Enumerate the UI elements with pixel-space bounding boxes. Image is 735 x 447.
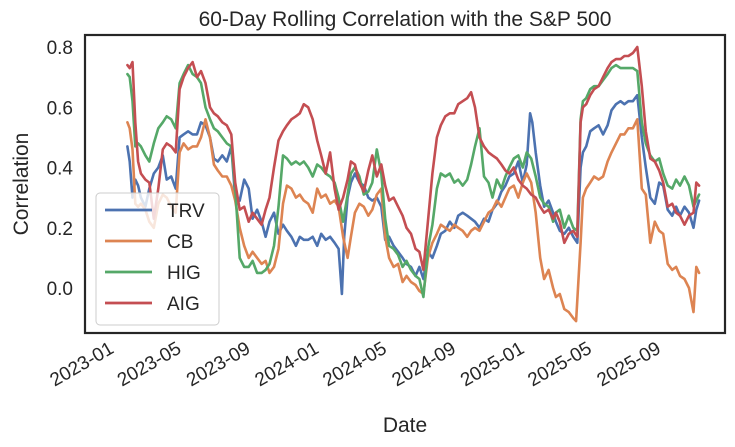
legend-label-trv: TRV <box>167 201 205 222</box>
y-tick-label: 0.0 <box>47 279 73 300</box>
legend: TRV CB HIG AIG <box>95 192 220 326</box>
plot-frame <box>83 33 727 335</box>
legend-box <box>95 192 220 326</box>
x-axis-label: Date <box>383 414 427 437</box>
y-tick-label: 0.4 <box>47 159 74 180</box>
y-axis-ticks: 0.0 0.2 0.4 0.6 0.8 <box>47 38 74 300</box>
series-line-cb <box>126 118 701 323</box>
y-tick-label: 0.8 <box>47 38 73 59</box>
legend-label-aig: AIG <box>167 294 200 315</box>
legend-label-hig: HIG <box>167 263 201 284</box>
series-line-hig <box>126 63 701 299</box>
y-axis-label: Correlation <box>10 133 33 236</box>
y-tick-label: 0.6 <box>47 98 73 119</box>
series-line-aig <box>126 45 701 272</box>
chart-title: 60-Day Rolling Correlation with the S&P … <box>199 8 612 31</box>
legend-label-cb: CB <box>167 232 193 253</box>
y-tick-label: 0.2 <box>47 219 73 240</box>
plot-area <box>126 45 701 323</box>
